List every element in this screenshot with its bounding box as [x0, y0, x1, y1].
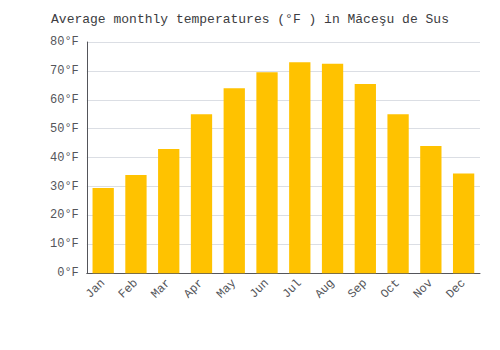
svg-text:10°F: 10°F [50, 237, 79, 251]
svg-text:May: May [214, 276, 239, 301]
svg-text:Apr: Apr [181, 276, 206, 301]
svg-text:Aug: Aug [312, 276, 337, 301]
svg-text:50°F: 50°F [50, 122, 79, 136]
svg-text:Nov: Nov [411, 276, 436, 301]
svg-text:Jan: Jan [83, 276, 108, 301]
svg-text:40°F: 40°F [50, 151, 79, 165]
svg-text:Dec: Dec [443, 276, 468, 301]
svg-text:Sep: Sep [345, 276, 370, 301]
svg-text:20°F: 20°F [50, 208, 79, 222]
svg-text:Average monthly temperatures (: Average monthly temperatures (°F ) in Mă… [51, 12, 449, 27]
svg-text:0°F: 0°F [57, 266, 79, 280]
svg-text:70°F: 70°F [50, 64, 79, 78]
svg-text:80°F: 80°F [50, 35, 79, 49]
svg-text:Mar: Mar [149, 276, 174, 301]
svg-text:Jun: Jun [247, 276, 272, 301]
svg-text:60°F: 60°F [50, 93, 79, 107]
svg-text:Jul: Jul [280, 276, 305, 301]
svg-text:Feb: Feb [116, 276, 141, 301]
svg-text:30°F: 30°F [50, 180, 79, 194]
svg-text:Oct: Oct [378, 276, 403, 301]
